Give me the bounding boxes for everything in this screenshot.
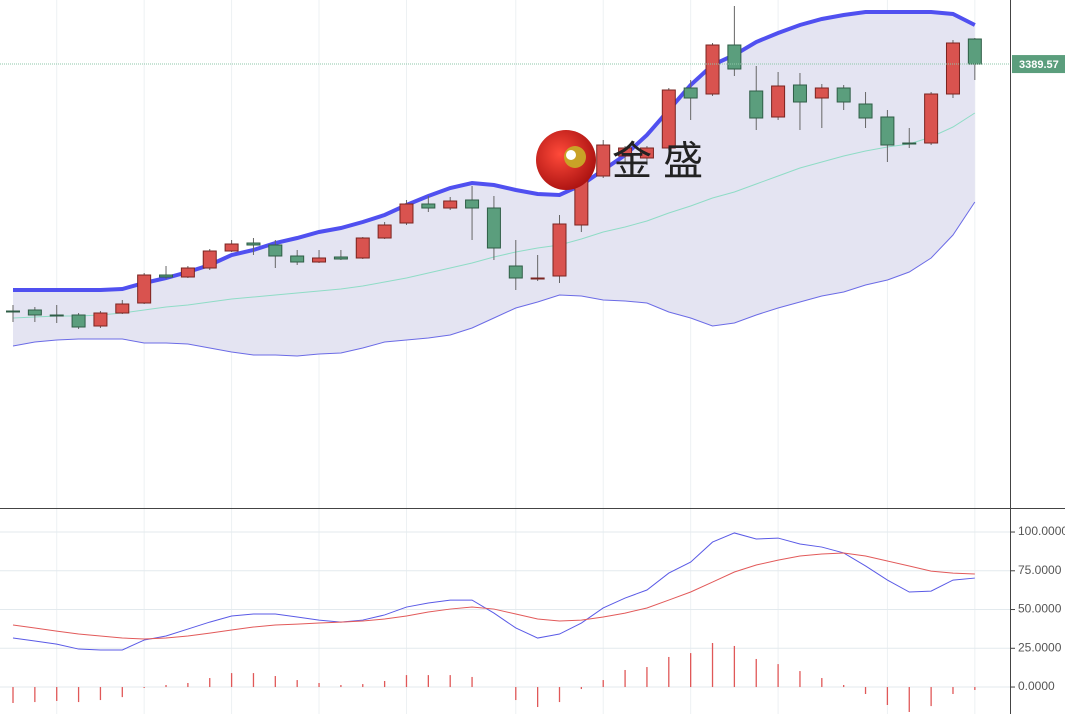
candle-body bbox=[71, 314, 86, 328]
candle-body bbox=[836, 87, 851, 103]
candle-body bbox=[202, 250, 217, 269]
candle-body bbox=[377, 224, 392, 239]
candle-body bbox=[6, 310, 20, 313]
candle-body bbox=[967, 38, 982, 65]
candle-body bbox=[421, 203, 436, 209]
indicator-line bbox=[12, 552, 975, 640]
y-tick-label: 75.0000 bbox=[1018, 563, 1062, 577]
candle-body bbox=[814, 87, 829, 99]
candle-body bbox=[705, 44, 720, 95]
y-tick-label: 25.0000 bbox=[1018, 640, 1062, 654]
candle-body bbox=[159, 274, 174, 278]
candle-body bbox=[246, 242, 261, 246]
candle-body bbox=[639, 147, 654, 159]
candle-body bbox=[880, 116, 895, 146]
candle-body bbox=[399, 203, 414, 224]
price-tag bbox=[1012, 55, 1065, 74]
band-fill bbox=[13, 12, 975, 356]
candle-body bbox=[924, 93, 939, 144]
candle-body bbox=[858, 103, 873, 119]
candle-body bbox=[486, 207, 501, 249]
candle-body bbox=[618, 147, 633, 157]
price-panel bbox=[6, 6, 982, 357]
candle-body bbox=[443, 200, 458, 209]
candle-body bbox=[49, 314, 64, 317]
candle-body bbox=[661, 89, 676, 149]
candle-body bbox=[93, 312, 108, 327]
candle-body bbox=[902, 142, 917, 145]
y-tick-label: 50.0000 bbox=[1018, 602, 1062, 616]
price-label: 3389.57 bbox=[1019, 59, 1059, 71]
candle-body bbox=[945, 42, 960, 95]
candle-body bbox=[333, 256, 348, 260]
candle-body bbox=[137, 274, 152, 304]
axis: 3389.57 100.0000 75.0000 50.0000 25.0000 0.00… bbox=[0, 55, 1065, 693]
candle-body bbox=[552, 223, 567, 277]
band-line bbox=[12, 201, 976, 357]
candle-body bbox=[530, 277, 545, 280]
candle-body bbox=[312, 257, 327, 263]
candle-body bbox=[749, 90, 764, 119]
logo-dot bbox=[566, 150, 576, 160]
candle-body bbox=[792, 84, 807, 103]
watermark-text: 金 盛 bbox=[612, 140, 703, 184]
candle-body bbox=[465, 199, 480, 209]
candle-body bbox=[268, 244, 283, 257]
candle-body bbox=[180, 267, 195, 278]
y-tick-label: 100.0000 bbox=[1018, 524, 1065, 538]
candle-body bbox=[596, 144, 611, 177]
candle-body bbox=[290, 255, 305, 263]
candle-body bbox=[508, 265, 523, 279]
candle-body bbox=[115, 303, 130, 314]
indicator-panel bbox=[12, 532, 976, 712]
candle-body bbox=[355, 237, 370, 259]
candle-body bbox=[27, 309, 42, 316]
y-tick-label: 0.0000 bbox=[1018, 679, 1055, 693]
band-line bbox=[13, 10, 976, 292]
candle-body bbox=[771, 85, 786, 118]
candle-body bbox=[683, 87, 698, 99]
candle-body bbox=[727, 44, 742, 70]
indicator-line bbox=[12, 532, 975, 651]
watermark: 金 盛 bbox=[536, 130, 703, 190]
candle-body bbox=[224, 243, 239, 252]
